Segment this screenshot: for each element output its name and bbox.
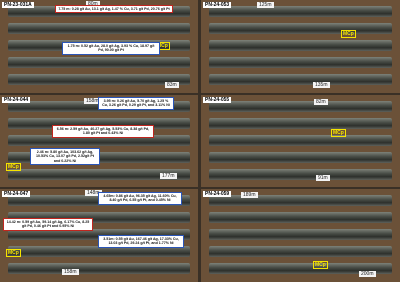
core-row bbox=[208, 135, 393, 146]
mcp-label: MCp bbox=[341, 30, 356, 38]
core-row bbox=[7, 263, 191, 274]
depth-bottom: 91m bbox=[316, 175, 330, 181]
depth-top: 189m bbox=[241, 192, 258, 198]
core-row bbox=[208, 195, 393, 206]
core-row bbox=[208, 6, 393, 17]
mcp-label: MCp bbox=[313, 261, 328, 269]
core-box-photo: PN-24-053 125m 135m MCp bbox=[201, 0, 400, 93]
core-box-photo: PN-24-059 189m 200m MCp bbox=[201, 189, 400, 282]
core-row bbox=[7, 169, 191, 180]
core-row bbox=[208, 23, 393, 34]
depth-top: 148m bbox=[85, 190, 102, 196]
core-row bbox=[7, 23, 191, 34]
core-row bbox=[208, 169, 393, 180]
core-row bbox=[208, 118, 393, 129]
core-row bbox=[208, 263, 393, 274]
hole-id: PN-24-053 bbox=[203, 2, 232, 8]
hole-id: PN-24-044 bbox=[2, 97, 31, 103]
core-row bbox=[7, 229, 191, 240]
depth-bottom: 158m bbox=[62, 269, 79, 275]
core-row bbox=[208, 152, 393, 163]
core-box-photo: PN-24-055 82m 91m MCp bbox=[201, 95, 400, 187]
core-row bbox=[7, 74, 191, 85]
depth-bottom: 177m bbox=[160, 173, 177, 179]
depth-top: 125m bbox=[257, 2, 274, 8]
core-box-photo: PN-24-044 158m 177m MCp 3.95 m: 0.26 g/t Au,… bbox=[0, 95, 198, 187]
depth-bottom: 200m bbox=[359, 271, 376, 277]
depth-top: 158m bbox=[84, 98, 101, 104]
hole-id: PN-24-059 bbox=[203, 191, 232, 197]
core-row bbox=[208, 101, 393, 112]
hole-id: PN-24-047 bbox=[2, 191, 31, 197]
core-row bbox=[208, 229, 393, 240]
core-row bbox=[7, 57, 191, 68]
core-row bbox=[208, 246, 393, 257]
assay-intercept: 3.95 m: 0.26 g/t Au, 5.70 g/t Ag, 1.25 %… bbox=[98, 97, 174, 110]
core-row bbox=[7, 118, 191, 129]
assay-intercept: 2.46 m: 5.80 g/t Au, 103.62 g/t Ag, 10.5… bbox=[30, 148, 100, 166]
core-box-photo: PN-24-047 148m 158m MCp 4.65m: 0.86 g/t Au, … bbox=[0, 189, 198, 282]
mcp-label: MCp bbox=[331, 129, 346, 137]
depth-top: 80m bbox=[86, 1, 100, 7]
mcp-label: MCp bbox=[6, 163, 21, 171]
core-row bbox=[208, 40, 393, 51]
depth-top: 82m bbox=[314, 99, 328, 105]
core-box-photo: PN-23-031A 80m 83m MCp 7.75 m: 0.28 g/t Au, … bbox=[0, 0, 198, 93]
mcp-label: MCp bbox=[6, 249, 21, 257]
core-row bbox=[208, 74, 393, 85]
core-row bbox=[208, 212, 393, 223]
core-row bbox=[7, 135, 191, 146]
assay-intercept: 6.56 m: 2.59 g/t Au, 40.27 g/t Ag, 5.53%… bbox=[52, 125, 154, 138]
assay-intercept: 4.65m: 0.86 g/t Au, 96.35 g/t Ag, 11.60%… bbox=[98, 192, 182, 205]
depth-bottom: 135m bbox=[313, 82, 330, 88]
assay-intercept: 7.75 m: 0.28 g/t Au, 13.1 g/t Ag, 1.47 %… bbox=[55, 5, 173, 14]
core-row bbox=[208, 57, 393, 68]
assay-intercept: 1.75 m: 0.52 g/t Au, 28.0 g/t Ag, 3.93 %… bbox=[62, 42, 160, 55]
core-row bbox=[7, 212, 191, 223]
hole-id: PN-23-031A bbox=[2, 2, 34, 8]
core-row bbox=[7, 246, 191, 257]
assay-intercept: 3.51m: 0.55 g/t Au, 167.46 g/t Ag, 17.33… bbox=[98, 235, 184, 248]
depth-bottom: 83m bbox=[165, 82, 179, 88]
assay-intercept: 14.42 m: 0.59 g/t Au, 59.14 g/t Ag, 6.17… bbox=[3, 218, 93, 231]
hole-id: PN-24-055 bbox=[203, 97, 232, 103]
